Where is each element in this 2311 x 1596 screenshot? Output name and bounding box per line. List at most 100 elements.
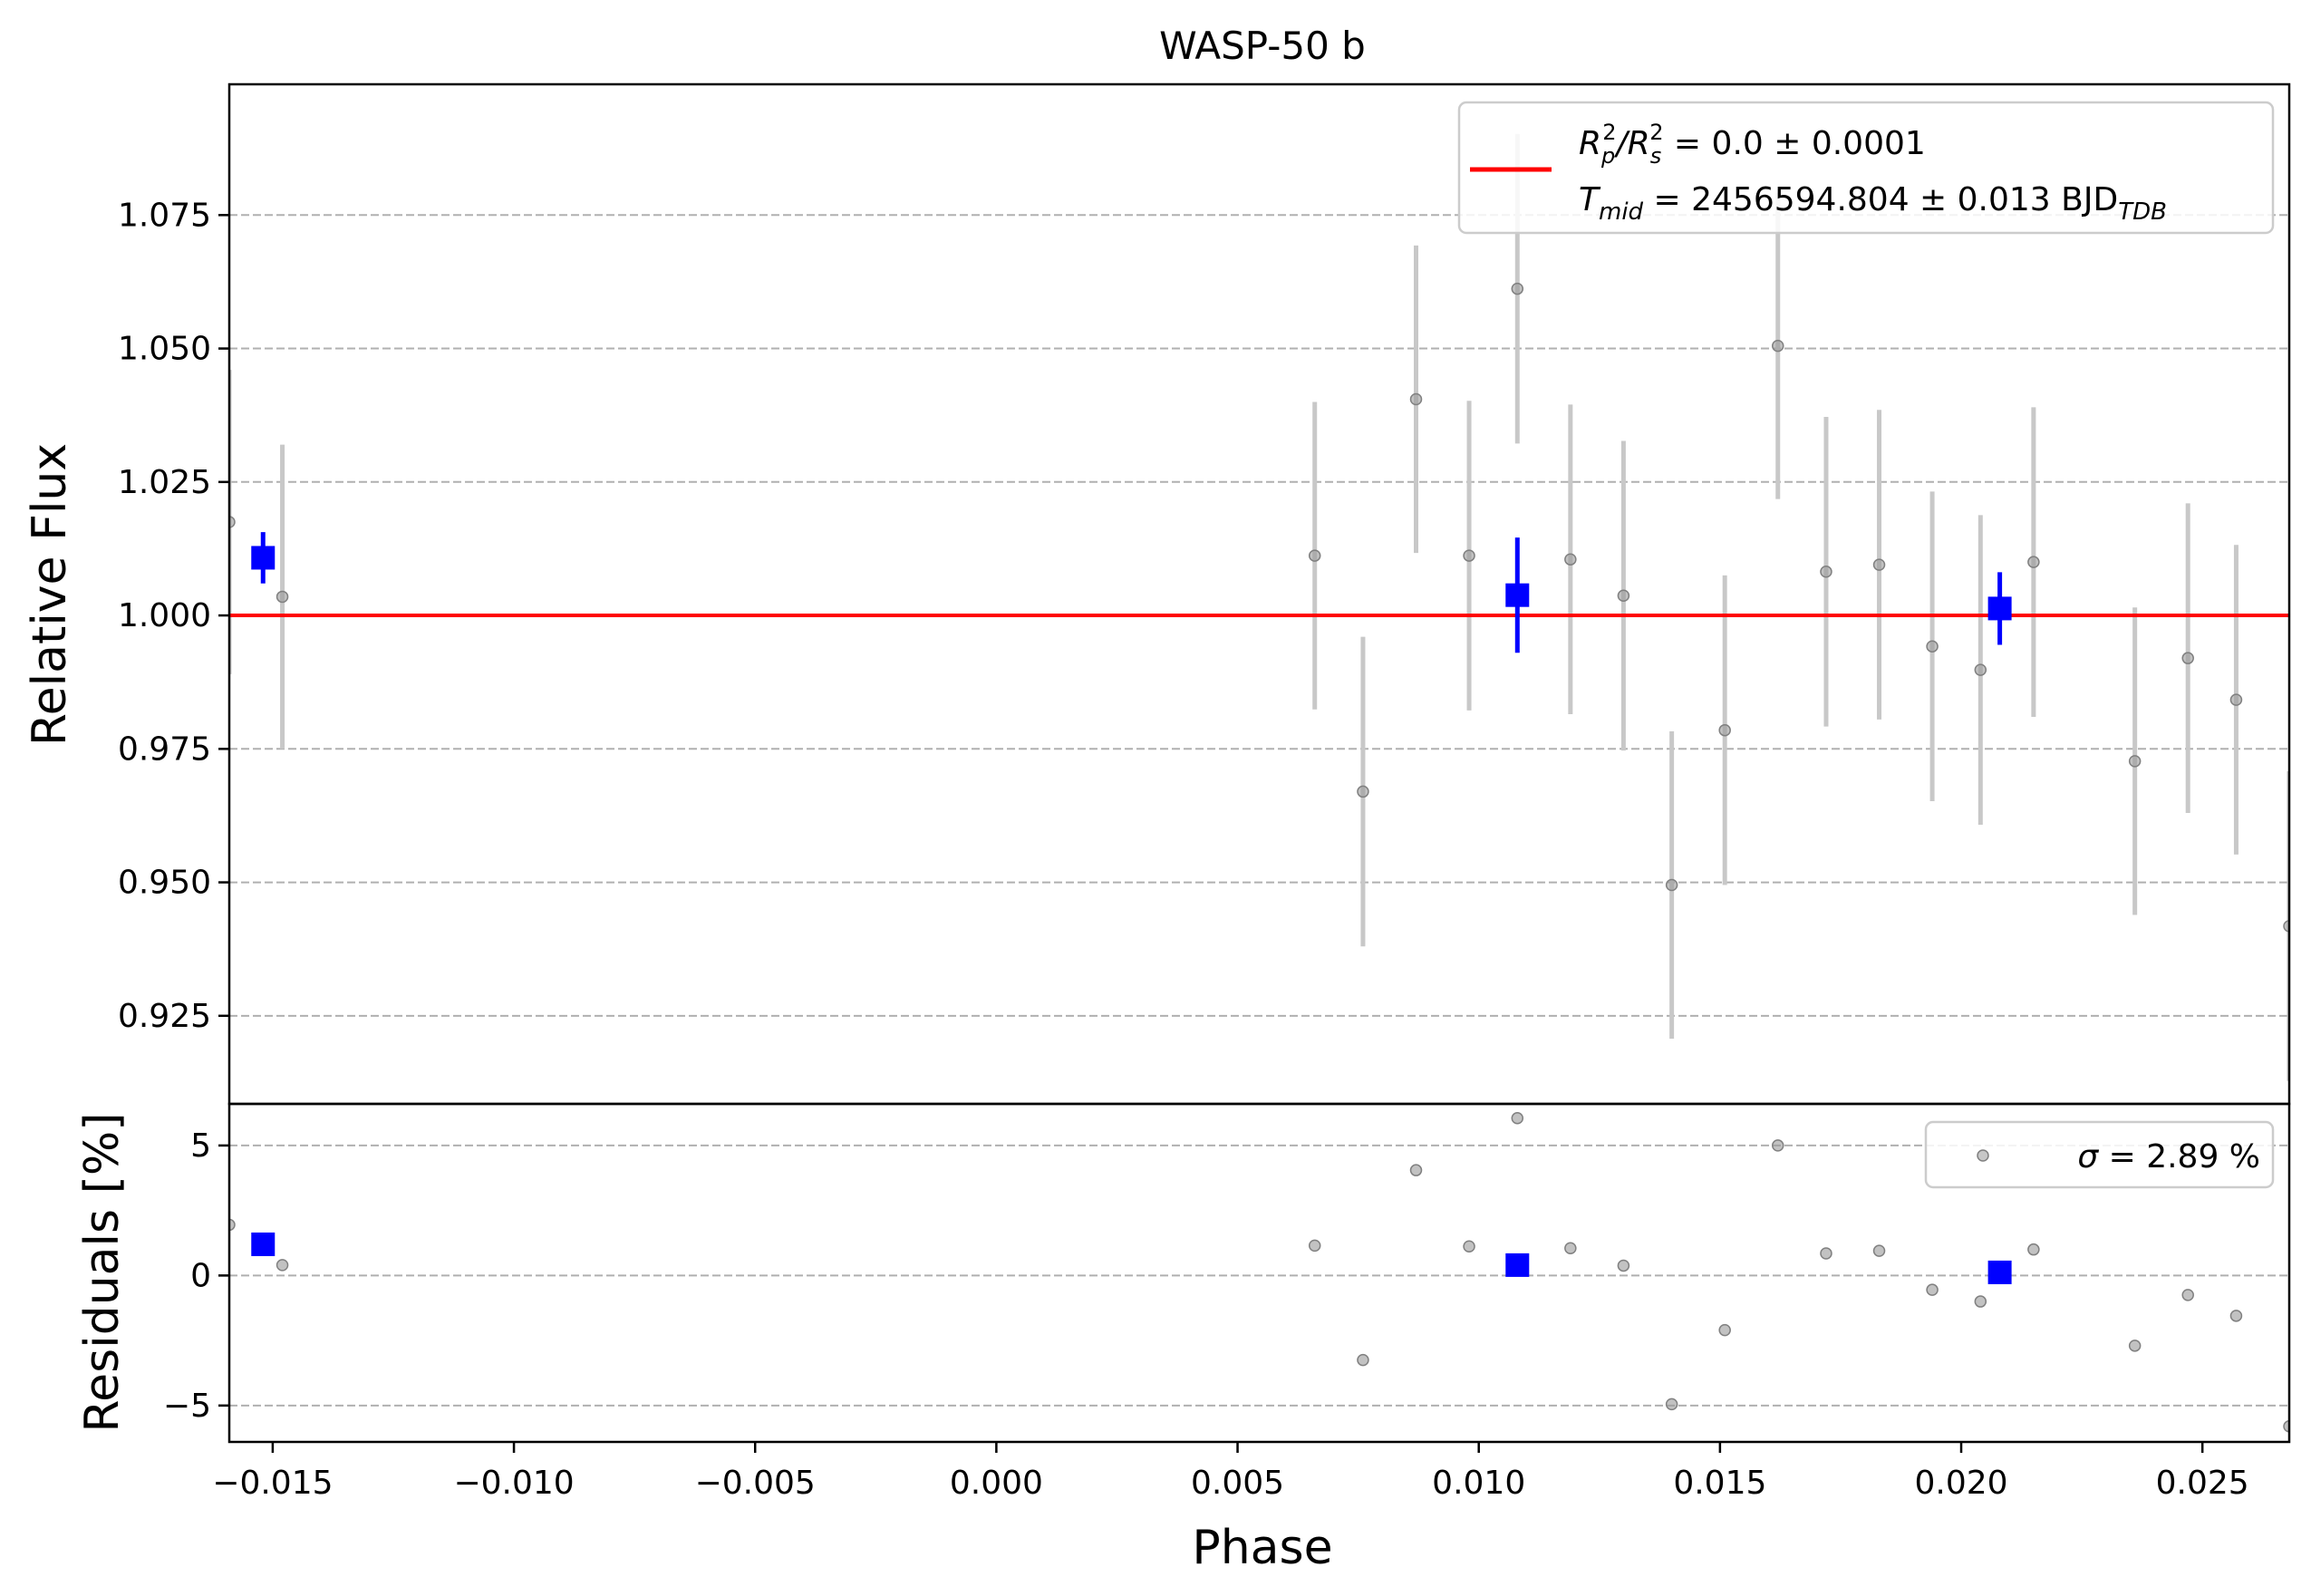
data-point: [2128, 755, 2142, 768]
legend-rp-rs-label: Rp2/Rs2 = 0.0 ± 0.0001: [1579, 120, 1926, 169]
legend-tmid-value: = 2456594.804 ± 0.013 BJD: [1643, 181, 2118, 218]
main-y-tick-label: 1.000: [118, 597, 211, 634]
legend-sub-s: s: [1650, 143, 1662, 169]
main-y-tick-label: 1.025: [118, 464, 211, 501]
residual-point: [1617, 1259, 1630, 1272]
residuals-data-layer: [229, 1112, 2289, 1433]
main-data-layer: [229, 133, 2289, 1081]
data-point: [1718, 723, 1731, 737]
legend-tmid-label: Tmid = 2456594.804 ± 0.013 BJDTDB: [1579, 181, 2167, 226]
data-point: [1665, 878, 1678, 892]
residual-point: [1463, 1240, 1475, 1253]
main-y-tick-label: 0.975: [118, 730, 211, 768]
residual-point: [1926, 1283, 1939, 1296]
x-tick-label: −0.015: [212, 1465, 333, 1502]
residuals-gridlines: [229, 1144, 2289, 1407]
main-binned-layer: [251, 532, 2012, 653]
residuals-legend-box: [1924, 1120, 2275, 1189]
x-tick-label: −0.005: [695, 1465, 816, 1502]
residual-point: [2027, 1243, 2040, 1256]
main-legend-box: [1457, 101, 2275, 235]
residual-point: [229, 1218, 236, 1232]
residuals-y-tick-label: 0: [190, 1257, 211, 1294]
binned-point: [1505, 583, 1530, 607]
residual-point: [1718, 1323, 1731, 1337]
data-point: [276, 590, 289, 604]
binned-residual-point: [251, 1232, 276, 1256]
residual-point: [2181, 1289, 2194, 1301]
residual-point: [1308, 1239, 1321, 1253]
legend-sub-p: p: [1600, 143, 1615, 169]
x-tick-label: 0.000: [950, 1465, 1043, 1502]
residual-point: [1409, 1164, 1423, 1176]
residuals-y-tick-label: −5: [163, 1388, 211, 1425]
residual-point: [1511, 1112, 1524, 1125]
residual-point: [1357, 1353, 1369, 1367]
x-tick-label: 0.005: [1191, 1465, 1284, 1502]
data-point: [2027, 556, 2040, 568]
main-y-tick-label: 0.950: [118, 865, 211, 902]
x-tick-label: 0.025: [2156, 1465, 2249, 1502]
legend-sub-mid: mid: [1599, 198, 1644, 226]
main-y-axis-label: Relative Flux: [23, 443, 77, 746]
x-ticks: −0.015 −0.010 −0.005 0.000 0.005 0.010 0.015 0.…: [212, 1442, 2249, 1502]
legend-sup-1: 2: [1602, 120, 1616, 145]
data-point: [1308, 549, 1321, 562]
residuals-panel: −5 0 5 −0.015 −0.010 −0.005 0.000 0.005 0.010 0.…: [163, 1102, 2291, 1502]
residual-point: [2283, 1420, 2289, 1433]
legend-sigma-symbol: σ: [2077, 1138, 2099, 1175]
legend-sub-tdb: TDB: [2118, 198, 2167, 226]
data-point: [1463, 549, 1475, 562]
main-y-tick-label: 0.925: [118, 998, 211, 1035]
data-point: [1820, 566, 1832, 578]
residual-point: [1665, 1398, 1678, 1411]
main-y-tick-label: 1.075: [118, 197, 211, 234]
data-point: [1617, 589, 1630, 603]
residuals-binned-layer: [251, 1232, 2012, 1284]
binned-point: [1987, 596, 2012, 621]
data-point: [1872, 558, 1886, 571]
legend-r-symbol: R: [1579, 125, 1601, 162]
chart-title: WASP-50 b: [1159, 24, 1366, 68]
data-point: [1564, 553, 1577, 566]
x-tick-label: 0.015: [1673, 1465, 1766, 1502]
data-point: [1357, 785, 1369, 798]
legend-sigma-value: = 2.89 %: [2098, 1138, 2260, 1175]
legend-t-symbol: T: [1579, 181, 1601, 218]
x-axis-label: Phase: [1192, 1521, 1332, 1575]
legend-sep: /R: [1614, 125, 1650, 162]
residuals-axes-frame: [227, 1102, 2291, 1444]
data-point: [1974, 663, 1987, 676]
legend-rp-rs-value: = 0.0 ± 0.0001: [1663, 125, 1925, 162]
residual-point: [1771, 1139, 1784, 1152]
data-point: [2283, 920, 2289, 933]
residuals-y-tick-label: 5: [190, 1127, 211, 1165]
residual-point: [1564, 1242, 1577, 1254]
main-y-tick-label: 1.050: [118, 331, 211, 368]
main-y-ticks: 0.925 0.950 0.975 1.000 1.025 1.050 1.075: [118, 197, 229, 1035]
residual-point: [1872, 1244, 1886, 1257]
x-tick-label: −0.010: [453, 1465, 574, 1502]
residual-point: [276, 1259, 289, 1272]
data-point: [1771, 339, 1784, 353]
data-point: [2181, 652, 2194, 664]
residual-point: [2128, 1340, 2142, 1352]
data-point: [229, 516, 236, 528]
x-tick-label: 0.010: [1432, 1465, 1525, 1502]
residuals-y-ticks: −5 0 5: [163, 1127, 229, 1425]
x-tick-label: 0.020: [1914, 1465, 2007, 1502]
residual-point: [2229, 1310, 2243, 1322]
main-legend: Rp2/Rs2 = 0.0 ± 0.0001 Tmid = 2456594.80…: [1457, 101, 2275, 235]
residual-point: [1820, 1247, 1832, 1260]
residuals-y-axis-label: Residuals [%]: [75, 1112, 130, 1432]
legend-sup-2: 2: [1649, 120, 1663, 145]
binned-point: [251, 546, 276, 570]
binned-residual-point: [1505, 1253, 1530, 1277]
data-point: [1926, 640, 1939, 653]
binned-residual-point: [1987, 1260, 2012, 1284]
residuals-legend: σ = 2.89 %: [1924, 1120, 2275, 1189]
legend-sigma-label: σ = 2.89 %: [2077, 1138, 2260, 1175]
legend-data-marker: [1977, 1149, 1989, 1162]
